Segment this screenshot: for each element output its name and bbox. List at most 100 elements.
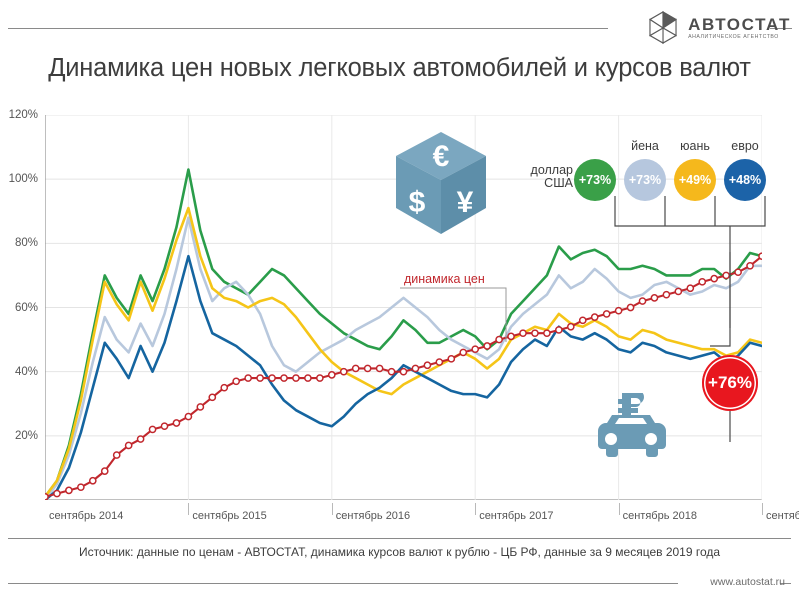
currency-badge-value: +73% <box>574 159 616 201</box>
series-marker <box>351 364 360 373</box>
currency-badge-value: +49% <box>674 159 716 201</box>
series-marker <box>124 441 133 450</box>
series-marker <box>435 358 444 366</box>
series-marker <box>280 374 288 382</box>
footer-source-text: Источник: данные по ценам - АВТОСТАТ, ди… <box>78 545 721 559</box>
svg-text:€: € <box>433 140 450 173</box>
price-growth-badge: +76% <box>702 355 758 411</box>
series-marker <box>626 303 635 312</box>
series-marker <box>471 345 480 354</box>
x-axis-separator <box>188 503 190 515</box>
autostat-logo: АВТОСТАТ АНАЛИТИЧЕСКОЕ АГЕНТСТВО <box>643 5 791 51</box>
x-axis-tick-label: сентябрь 2015 <box>192 510 267 522</box>
series-marker <box>375 364 384 373</box>
series-marker <box>698 277 707 286</box>
price-line-annotation: динамика цен <box>404 272 485 286</box>
series-marker <box>53 489 61 498</box>
x-axis-separator <box>618 503 620 515</box>
series-marker <box>112 451 121 459</box>
series-marker <box>172 419 181 427</box>
y-axis-tick-label: 60% <box>14 301 38 314</box>
series-marker <box>566 322 575 331</box>
y-axis-tick-label: 100% <box>8 173 38 186</box>
currency-badge-label: юань <box>680 139 710 153</box>
series-marker <box>543 329 551 338</box>
series-marker <box>160 422 169 431</box>
y-axis-tick-label: 120% <box>8 109 38 121</box>
page-title: Динамика цен новых легковых автомобилей … <box>48 54 751 82</box>
series-marker <box>590 313 599 321</box>
currency-badge-label: йена <box>631 139 659 153</box>
footer-divider-top <box>8 538 791 539</box>
series-marker <box>208 393 217 402</box>
series-marker <box>304 374 312 382</box>
logo-text-block: АВТОСТАТ АНАЛИТИЧЕСКОЕ АГЕНТСТВО <box>688 16 791 40</box>
series-marker <box>148 425 157 434</box>
x-axis-separator <box>762 503 763 515</box>
series-marker <box>184 412 193 421</box>
currency-badge-value: +48% <box>724 159 766 201</box>
series-marker <box>411 364 420 373</box>
x-axis-tick-label: сентябрь 2016 <box>335 510 411 522</box>
logo-title: АВТОСТАТ <box>688 14 791 34</box>
series-marker <box>327 371 336 379</box>
x-axis-tick-label: сентябрь 2014 <box>49 510 124 522</box>
series-marker <box>256 374 264 382</box>
series-marker <box>722 271 731 280</box>
currency-badge-label: доллар США <box>530 163 573 191</box>
y-axis-tick-label: 80% <box>14 237 38 250</box>
series-marker <box>602 310 611 318</box>
series-marker <box>292 374 300 382</box>
series-marker <box>734 268 742 277</box>
footer-divider-bottom-left <box>8 583 678 584</box>
series-marker <box>554 326 563 334</box>
series-marker <box>232 377 241 386</box>
series-marker <box>710 274 719 283</box>
page-header: АВТОСТАТ АНАЛИТИЧЕСКОЕ АГЕНТСТВО <box>0 0 799 58</box>
x-axis-separator <box>475 503 477 515</box>
y-axis-tick-label: 40% <box>14 365 38 378</box>
series-marker <box>45 492 49 500</box>
series-marker <box>746 261 754 270</box>
series-marker <box>531 329 539 338</box>
series-marker <box>662 290 671 299</box>
series-marker <box>65 486 73 495</box>
series-marker <box>507 332 515 341</box>
series-marker <box>447 354 456 363</box>
series-marker <box>674 287 683 296</box>
currency-badge-label: евро <box>731 139 759 153</box>
series-line <box>45 254 762 500</box>
series-marker <box>686 284 695 293</box>
series-marker <box>423 361 432 370</box>
series-marker <box>100 467 109 475</box>
header-divider-right <box>770 28 792 29</box>
footer-divider-bottom-right <box>780 583 791 584</box>
series-marker <box>268 374 276 382</box>
footer-website: www.autostat.ru <box>710 576 785 588</box>
series-marker <box>387 367 396 376</box>
series-marker <box>459 348 468 357</box>
currency-badge-value: +73% <box>624 159 666 201</box>
series-marker <box>650 294 659 302</box>
series-marker <box>77 483 85 492</box>
series-marker <box>316 374 324 382</box>
x-axis: сентябрь 2014 сентябрь 2015 сентябрь 2016 с… <box>45 503 799 528</box>
series-marker <box>88 476 97 485</box>
series-marker <box>196 403 205 411</box>
x-axis-tick-label: сентябрь 2017 <box>479 510 554 522</box>
series-marker <box>339 367 348 376</box>
x-axis-tick-label: сентябрь 2019 <box>766 510 799 522</box>
header-divider-left <box>8 28 608 29</box>
y-axis: 20% 40% 60% 80% 100% 120% <box>0 100 44 500</box>
x-axis-separator <box>331 503 333 515</box>
series-marker <box>399 367 408 376</box>
series-marker <box>519 329 527 338</box>
series-marker <box>483 342 491 350</box>
currency-cube-icon: € $ ¥ <box>396 132 486 234</box>
logo-subtitle: АНАЛИТИЧЕСКОЕ АГЕНТСТВО <box>688 33 779 40</box>
svg-text:¥: ¥ <box>457 186 474 219</box>
series-marker <box>614 306 623 315</box>
series-marker <box>363 364 372 373</box>
series-marker <box>578 316 587 325</box>
series-marker <box>495 335 503 344</box>
